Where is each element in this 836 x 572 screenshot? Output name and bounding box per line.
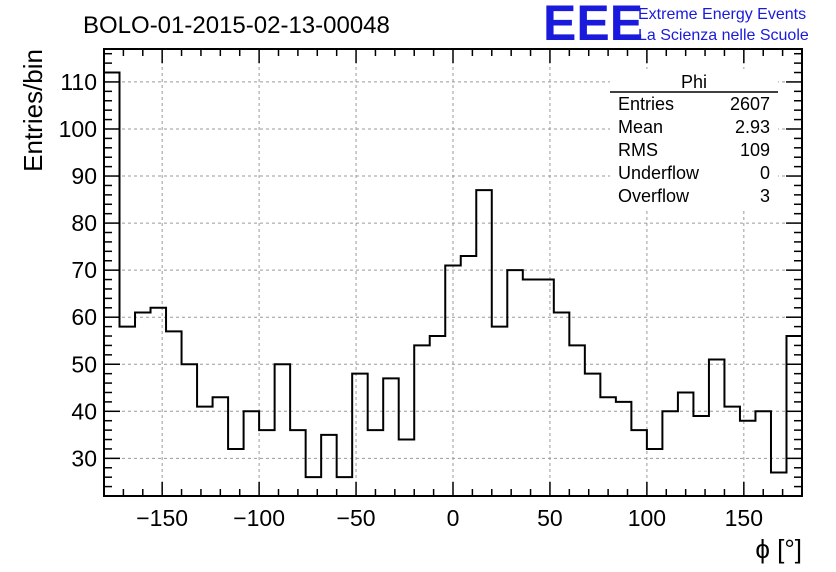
logo-mark: EEE xyxy=(543,0,643,51)
stats-value: 3 xyxy=(760,186,770,206)
stats-value: 109 xyxy=(740,140,770,160)
y-axis-label: Entries/bin xyxy=(18,49,48,172)
stats-box: Phi Entries 2607 Mean 2.93 RMS 109 Underflow 0 O… xyxy=(610,69,778,209)
histogram-bin xyxy=(275,364,291,496)
histogram-bin xyxy=(244,411,260,496)
histogram-bin xyxy=(709,360,725,496)
histogram-bin xyxy=(662,411,678,496)
histogram-bin xyxy=(337,477,353,496)
histogram-bin xyxy=(368,430,384,496)
stats-name: Phi xyxy=(681,72,707,92)
x-tick-label: 50 xyxy=(537,505,563,531)
stats-label: Underflow xyxy=(618,163,700,183)
y-tick-label: 50 xyxy=(71,351,97,377)
histogram-bin xyxy=(693,416,709,496)
histogram-bin xyxy=(631,430,647,496)
y-tick-label: 100 xyxy=(59,116,97,142)
histogram-bin xyxy=(724,407,740,496)
stats-label: Entries xyxy=(618,94,674,114)
stats-label: RMS xyxy=(618,140,658,160)
histogram-bin xyxy=(213,397,229,496)
eee-logo: EEE Extreme Energy Events La Scienza nel… xyxy=(543,0,809,51)
histogram-bin xyxy=(678,392,694,496)
logo-line1: Extreme Energy Events xyxy=(638,6,806,23)
histogram-bin xyxy=(538,280,554,496)
histogram-bin xyxy=(600,397,616,496)
y-tick-label: 30 xyxy=(71,445,97,471)
y-tick-label: 110 xyxy=(60,69,97,95)
histogram-bin xyxy=(151,308,167,496)
histogram-bin xyxy=(430,336,446,496)
histogram-bin xyxy=(786,336,802,496)
histogram-bin xyxy=(352,374,368,496)
histogram-bin xyxy=(228,449,244,496)
histogram-bin xyxy=(166,331,182,496)
histogram-bin xyxy=(259,430,275,496)
x-tick-label: 150 xyxy=(725,505,763,531)
stats-label: Mean xyxy=(618,117,663,137)
x-tick-label: 0 xyxy=(447,505,460,531)
stats-value: 0 xyxy=(760,163,770,183)
y-tick-label: 70 xyxy=(71,257,97,283)
histogram-bin xyxy=(461,256,477,496)
stats-label: Overflow xyxy=(618,186,690,206)
histogram-bin xyxy=(771,472,787,496)
chart-title: BOLO-01-2015-02-13-00048 xyxy=(83,12,390,39)
y-tick-label: 60 xyxy=(71,304,97,330)
histogram-bin xyxy=(616,402,632,496)
stats-value: 2607 xyxy=(730,94,770,114)
x-tick-labels: −150 −100 −50 0 50 100 150 xyxy=(136,505,763,531)
y-tick-labels: 30 40 50 60 70 80 90 100 110 xyxy=(59,69,97,471)
histogram-bin xyxy=(647,449,663,496)
histogram-outline xyxy=(104,71,803,479)
histogram-bin xyxy=(585,374,601,496)
histogram-bin xyxy=(306,477,322,496)
logo-line2: La Scienza nelle Scuole xyxy=(638,27,809,44)
stats-value: 2.93 xyxy=(735,117,770,137)
x-tick-label: −50 xyxy=(337,505,376,531)
y-tick-label: 90 xyxy=(71,163,97,189)
x-tick-label: 100 xyxy=(628,505,666,531)
x-tick-label: −100 xyxy=(233,505,285,531)
x-tick-label: −150 xyxy=(136,505,188,531)
histogram-bin xyxy=(569,345,585,496)
histogram-bin xyxy=(507,270,523,496)
histogram-bin xyxy=(197,407,213,496)
histogram-bin xyxy=(399,440,415,496)
stats-rows: Entries 2607 Mean 2.93 RMS 109 Underflow 0 Overf… xyxy=(618,94,770,206)
y-tick-label: 80 xyxy=(71,210,97,236)
histogram-bin xyxy=(383,378,399,496)
histogram-bin xyxy=(476,190,492,496)
histogram-bin xyxy=(414,345,430,496)
histogram-bin xyxy=(120,327,136,496)
axis-ticks xyxy=(104,49,802,496)
histogram-bin xyxy=(290,430,306,496)
histogram-bin xyxy=(182,364,198,496)
histogram-bin xyxy=(321,435,337,496)
y-tick-label: 40 xyxy=(71,398,97,424)
histogram-bin xyxy=(755,411,771,496)
histogram-bin xyxy=(104,73,120,496)
histogram-bin xyxy=(523,280,539,496)
histogram-bin xyxy=(135,312,151,496)
histogram-bin xyxy=(554,312,570,496)
x-axis-label: ϕ [°] xyxy=(755,534,802,564)
